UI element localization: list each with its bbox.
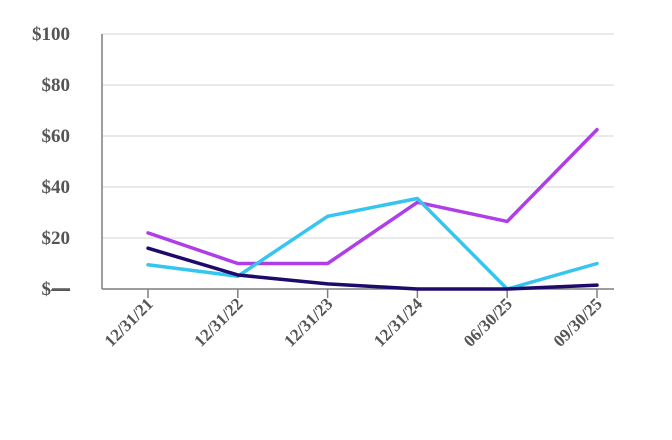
series-line-2 xyxy=(146,196,599,291)
x-tick-label: 12/31/21 xyxy=(101,294,157,350)
y-tick-label: $60 xyxy=(42,126,71,147)
y-tick-label: $100 xyxy=(32,24,70,45)
x-tick-label: 09/30/25 xyxy=(550,294,606,350)
y-tick-label: $80 xyxy=(42,75,71,96)
series-lines xyxy=(146,127,599,291)
x-tick-label: 06/30/25 xyxy=(460,294,516,350)
y-axis-ticks: $—$20$40$60$80$100 xyxy=(32,24,71,300)
x-tick-label: 12/31/24 xyxy=(370,294,427,351)
x-tick-label: 12/31/22 xyxy=(190,294,246,350)
series-line-3 xyxy=(146,246,599,291)
grid-lines xyxy=(102,33,614,239)
y-tick-label: $40 xyxy=(42,177,71,198)
series-line-1 xyxy=(146,127,599,266)
x-tick-label: 12/31/23 xyxy=(280,294,336,350)
y-tick-label: $20 xyxy=(42,228,71,249)
x-axis-ticks: 12/31/21 12/31/22 12/31/23 12/31/24 06/30/25… xyxy=(101,289,606,351)
